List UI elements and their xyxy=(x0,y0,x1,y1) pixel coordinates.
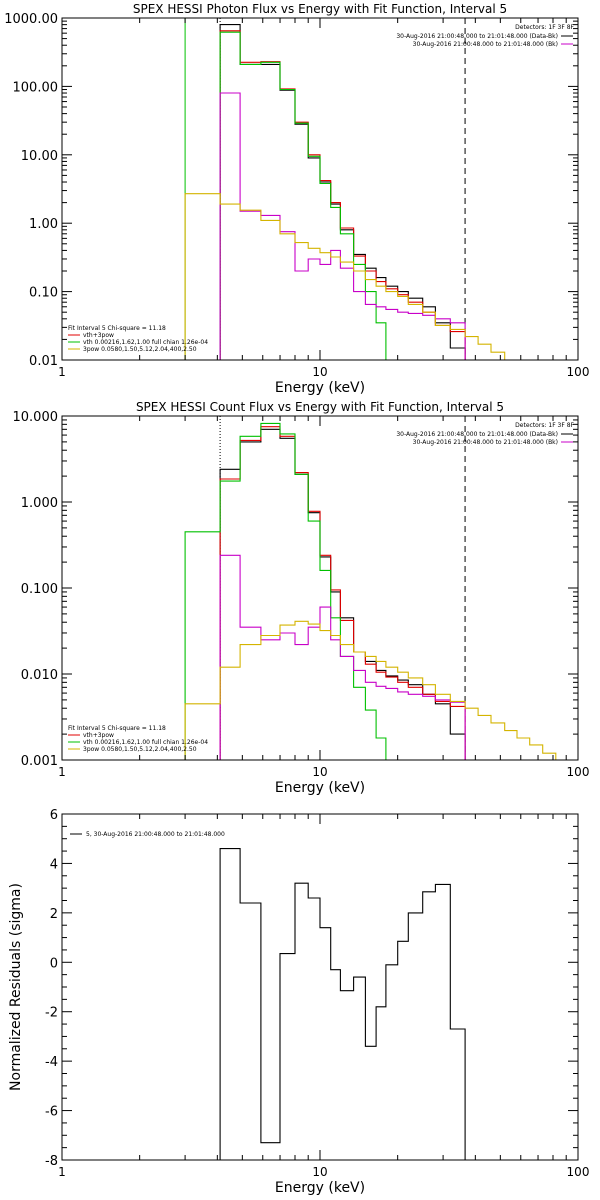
series-1 xyxy=(219,848,466,1160)
series-4 xyxy=(219,554,466,760)
plot-frame xyxy=(61,17,579,361)
y-tick-label: -4 xyxy=(45,1055,58,1070)
legend-header: Detectors: 1F 3F 8F xyxy=(515,24,574,31)
y-axis: 0.01 0.10 1.00 10.00 100.00 1000.00 xyxy=(4,12,578,369)
legend-entry: 30-Aug-2016 21:00:48.000 to 21:01:48.000… xyxy=(396,33,558,40)
y-tick-label: 4 xyxy=(50,857,58,872)
series-1-line xyxy=(219,848,466,1160)
panel-2: SPEX HESSI Count Flux vs Energy with Fit… xyxy=(13,400,590,796)
x-tick-label-1: 1 xyxy=(58,1165,66,1179)
legend-entry: 30-Aug-2016 21:00:48.000 to 21:01:48.000… xyxy=(413,439,558,446)
x-tick-label-100: 100 xyxy=(567,765,590,779)
series-4-line xyxy=(219,92,466,360)
x-tick-label-100: 100 xyxy=(567,1165,590,1179)
y-tick-label: 0.10 xyxy=(29,286,58,301)
legend-entry: 3pow 0.0580,1.50,5.12,2.04,400,2.50 xyxy=(83,346,197,353)
legend-entry: 3pow 0.0580,1.50,5.12,2.04,400,2.50 xyxy=(83,746,197,753)
x-axis-label: Energy (keV) xyxy=(275,380,365,396)
chart-title: SPEX HESSI Count Flux vs Energy with Fit… xyxy=(136,400,504,414)
x-tick-label-10: 10 xyxy=(312,1165,327,1179)
series-5-line xyxy=(184,193,517,360)
legend-entry: 5, 30-Aug-2016 21:00:48.000 to 21:01:48.… xyxy=(86,831,225,838)
y-tick-label: -2 xyxy=(45,1006,58,1021)
x-axis-label: Energy (keV) xyxy=(275,780,365,796)
x-tick-label-1: 1 xyxy=(58,765,66,779)
plot-frame xyxy=(61,813,579,1161)
legend-bottom-left: Fit Interval 5 Chi-square = 11.18vth+3po… xyxy=(68,725,208,753)
legend-top-right: Detectors: 1F 3F 8F 30-Aug-2016 21:00:48.… xyxy=(396,422,574,446)
x-axis: 1 10 100 Energy (keV) xyxy=(58,814,589,1196)
x-tick-label-1: 1 xyxy=(58,365,66,379)
legend-entry: vth 0.00216,1.62,1.00 full chian 1.26e-0… xyxy=(83,339,208,346)
x-axis: 1 10 100 Energy (keV) xyxy=(58,18,589,396)
panel-1: SPEX HESSI Photon Flux vs Energy with Fi… xyxy=(4,2,589,396)
x-axis-label: Energy (keV) xyxy=(275,1180,365,1196)
series-3-line xyxy=(184,422,387,760)
series-1 xyxy=(219,24,466,360)
series-1-line xyxy=(219,24,466,360)
series-2-line xyxy=(219,426,466,760)
series-3 xyxy=(219,31,398,360)
y-tick-label: 10.00 xyxy=(21,149,58,164)
y-tick-label: 0.001 xyxy=(21,754,58,769)
series-5-line xyxy=(184,620,569,760)
y-axis-label: Normalized Residuals (sigma) xyxy=(8,883,24,1091)
fit-info-header: Fit Interval 5 Chi-square = 11.18 xyxy=(68,325,166,332)
series-1 xyxy=(219,428,466,760)
fit-info-header: Fit Interval 5 Chi-square = 11.18 xyxy=(68,725,166,732)
x-tick-label-10: 10 xyxy=(312,765,327,779)
y-tick-label: 2 xyxy=(50,907,58,922)
series-3-line xyxy=(219,31,398,360)
x-axis: 1 10 100 Energy (keV) xyxy=(58,416,589,796)
legend-entry: vth+3pow xyxy=(83,732,114,739)
legend-header: Detectors: 1F 3F 8F xyxy=(515,422,574,429)
series-2 xyxy=(219,426,466,760)
series-1-line xyxy=(219,428,466,760)
legend-bottom-left: Fit Interval 5 Chi-square = 11.18vth+3po… xyxy=(68,325,208,353)
y-tick-label: 10.000 xyxy=(13,410,59,425)
panel-3: 1 10 100 Energy (keV) -8 -6 -4 -2 0 2 4 6 Normalized… xyxy=(8,808,589,1196)
y-tick-label: 0 xyxy=(50,956,58,971)
legend-entry: vth 0.00216,1.62,1.00 full chian 1.26e-0… xyxy=(83,739,208,746)
chart-title: SPEX HESSI Photon Flux vs Energy with Fi… xyxy=(133,2,507,16)
y-axis: 0.001 0.010 0.100 1.000 10.000 xyxy=(13,410,578,769)
legend-top-right: Detectors: 1F 3F 8F 30-Aug-2016 21:00:48.… xyxy=(396,24,574,48)
series-2 xyxy=(219,30,466,360)
legend-entry: 30-Aug-2016 21:00:48.000 to 21:01:48.000… xyxy=(396,431,558,438)
plot-frame xyxy=(61,415,579,761)
y-tick-label: 100.00 xyxy=(13,80,59,95)
series-4-line xyxy=(219,554,466,760)
y-tick-label: 1.000 xyxy=(21,496,58,511)
legend-entry: vth+3pow xyxy=(83,332,114,339)
series-2-line xyxy=(219,30,466,360)
y-tick-label: 6 xyxy=(50,808,58,823)
y-tick-label: 1.00 xyxy=(29,217,58,232)
y-tick-label: 0.01 xyxy=(29,354,58,369)
y-axis: -8 -6 -4 -2 0 2 4 6 Normalized Residuals (sigma) xyxy=(8,808,578,1169)
legend-entry: 30-Aug-2016 21:00:48.000 to 21:01:48.000… xyxy=(413,41,558,48)
legend-top-left: 5, 30-Aug-2016 21:00:48.000 to 21:01:48.… xyxy=(70,831,225,838)
y-tick-label: -8 xyxy=(45,1154,58,1169)
y-tick-label: 1000.00 xyxy=(4,12,58,27)
series-5 xyxy=(184,193,517,360)
series-4 xyxy=(219,92,466,360)
series-3 xyxy=(184,422,387,760)
x-tick-label-10: 10 xyxy=(312,365,327,379)
y-tick-label: 0.010 xyxy=(21,668,58,683)
series-5 xyxy=(184,620,569,760)
y-tick-label: -6 xyxy=(45,1105,58,1120)
x-tick-label-100: 100 xyxy=(567,365,590,379)
y-tick-label: 0.100 xyxy=(21,582,58,597)
